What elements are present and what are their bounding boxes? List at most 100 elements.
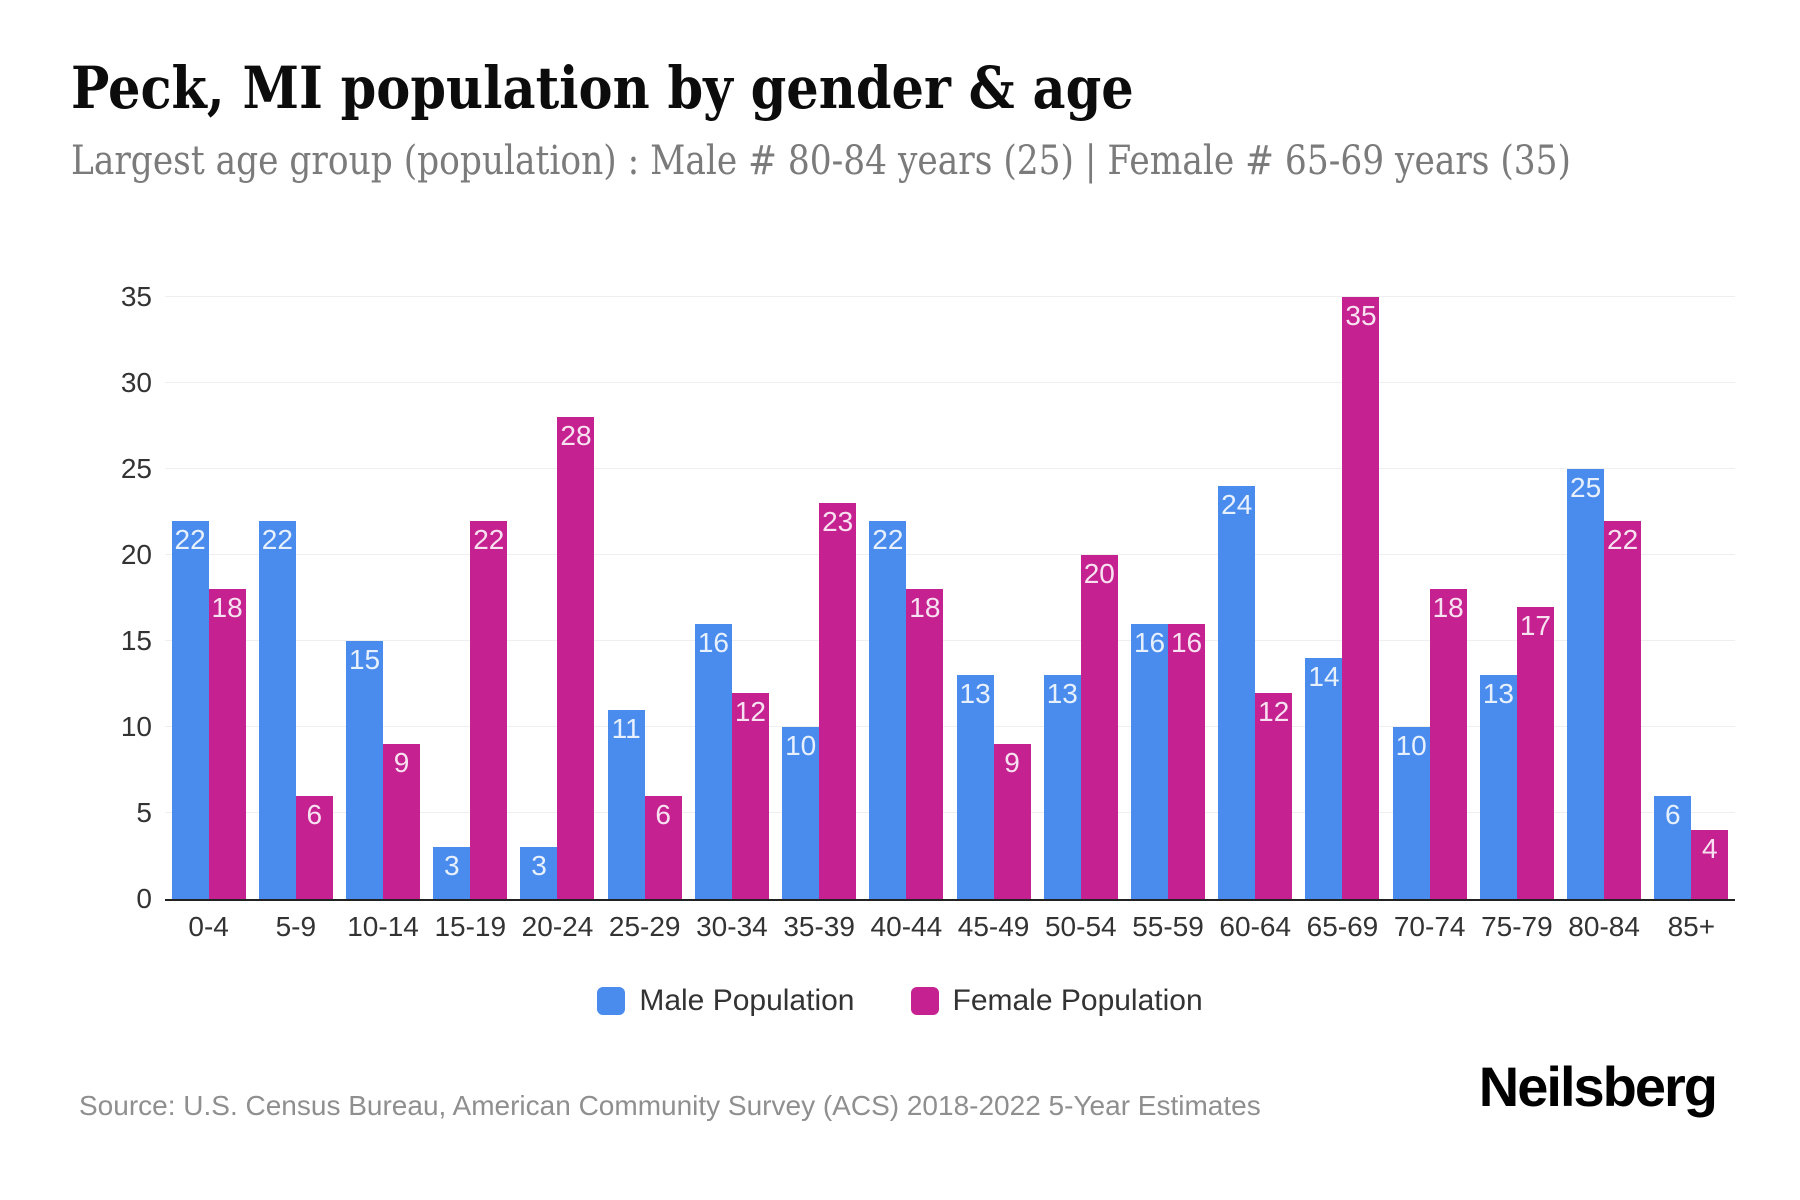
plot-area: 22 18 22 6 15 9 3 22 3 28 11 6 16 12 10 23 22 18 13 9 13 20 16… — [165, 296, 1735, 901]
bar-value-label: 23 — [822, 506, 854, 537]
bar-female-population-85-[interactable]: 4 — [1691, 830, 1729, 899]
x-axis-label-0-4: 0-4 — [188, 911, 229, 942]
y-axis-tick-10: 10 — [120, 711, 152, 742]
bar-group-50-54: 13 20 — [1037, 297, 1124, 899]
bar-group-30-34: 16 12 — [688, 297, 775, 899]
bar-female-population-70-74[interactable]: 18 — [1429, 589, 1467, 899]
bar-female-population-80-84[interactable]: 22 — [1604, 521, 1642, 899]
gridline-30 — [165, 382, 1735, 383]
bar-female-population-55-59[interactable]: 16 — [1168, 624, 1206, 899]
bar-value-label: 22 — [174, 524, 206, 555]
bar-value-label: 12 — [734, 696, 766, 727]
bar-male-population-85-[interactable]: 6 — [1654, 796, 1692, 899]
bar-female-population-20-24[interactable]: 28 — [557, 417, 595, 899]
bar-value-label: 6 — [306, 799, 323, 830]
bar-value-label: 28 — [560, 420, 592, 451]
bar-female-population-30-34[interactable]: 12 — [731, 693, 769, 899]
y-axis-tick-20: 20 — [120, 539, 152, 570]
bar-female-population-0-4[interactable]: 18 — [208, 589, 246, 899]
bar-male-population-10-14[interactable]: 15 — [346, 641, 384, 899]
bar-value-label: 13 — [959, 678, 991, 709]
y-axis-tick-35: 35 — [120, 281, 152, 312]
bar-male-population-0-4[interactable]: 22 — [171, 521, 209, 899]
bar-male-population-30-34[interactable]: 16 — [694, 624, 732, 899]
bar-value-label: 6 — [1665, 799, 1681, 830]
x-axis-label-40-44: 40-44 — [870, 911, 943, 942]
bar-male-population-70-74[interactable]: 10 — [1392, 727, 1430, 899]
bar-group-65-69: 14 35 — [1299, 297, 1386, 899]
bar-male-population-20-24[interactable]: 3 — [520, 847, 558, 899]
y-axis-tick-0: 0 — [136, 883, 152, 914]
bar-male-population-45-49[interactable]: 13 — [956, 675, 994, 899]
x-axis-label-80-84: 80-84 — [1568, 911, 1640, 942]
bar-value-label: 22 — [1607, 524, 1639, 555]
bar-value-label: 22 — [261, 524, 293, 555]
bars-container: 22 18 22 6 15 9 3 22 3 28 11 6 16 12 10 23 22 18 13 9 13 20 16… — [165, 297, 1735, 899]
bar-group-60-64: 24 12 — [1212, 297, 1299, 899]
x-axis-label-10-14: 10-14 — [347, 911, 419, 942]
bar-female-population-35-39[interactable]: 23 — [819, 503, 857, 899]
bar-group-25-29: 11 6 — [601, 297, 688, 899]
legend-swatch-female-population — [910, 987, 939, 1015]
bar-male-population-60-64[interactable]: 24 — [1218, 486, 1256, 899]
bar-value-label: 12 — [1258, 696, 1290, 727]
bar-female-population-45-49[interactable]: 9 — [993, 744, 1031, 899]
legend-item-male-population[interactable]: Male Population — [597, 984, 855, 1018]
bar-male-population-50-54[interactable]: 13 — [1043, 675, 1081, 899]
bar-male-population-65-69[interactable]: 14 — [1305, 658, 1343, 899]
x-axis: 0-4 5-9 10-14 15-19 20-24 25-29 30-34 35-39 40-4… — [165, 911, 1735, 943]
bar-female-population-65-69[interactable]: 35 — [1342, 297, 1380, 899]
bar-female-population-25-29[interactable]: 6 — [644, 796, 682, 899]
bar-male-population-15-19[interactable]: 3 — [433, 847, 471, 899]
bar-female-population-60-64[interactable]: 12 — [1255, 693, 1293, 899]
bar-male-population-5-9[interactable]: 22 — [258, 521, 296, 899]
bar-male-population-35-39[interactable]: 10 — [782, 727, 820, 899]
bar-group-35-39: 10 23 — [776, 297, 863, 899]
bar-group-15-19: 3 22 — [427, 297, 514, 899]
x-axis-label-5-9: 5-9 — [275, 911, 317, 942]
x-axis-label-30-34: 30-34 — [696, 911, 768, 942]
bar-group-80-84: 25 22 — [1561, 297, 1648, 899]
bar-value-label: 11 — [611, 713, 641, 744]
chart-subtitle: Largest age group (population) : Male # … — [71, 138, 1571, 184]
bar-value-label: 9 — [1004, 747, 1020, 778]
bar-value-label: 24 — [1221, 489, 1253, 520]
y-axis-tick-5: 5 — [136, 797, 152, 828]
bar-group-45-49: 13 9 — [950, 297, 1037, 899]
bar-female-population-40-44[interactable]: 18 — [906, 589, 944, 899]
bar-group-40-44: 22 18 — [863, 297, 950, 899]
bar-male-population-25-29[interactable]: 11 — [607, 710, 645, 899]
bar-value-label: 22 — [872, 524, 904, 555]
bar-value-label: 35 — [1345, 300, 1377, 331]
x-axis-label-60-64: 60-64 — [1219, 911, 1292, 942]
y-axis: 0 5 10 15 20 25 30 35 — [0, 283, 152, 913]
x-axis-label-20-24: 20-24 — [521, 911, 594, 942]
bar-female-population-10-14[interactable]: 9 — [383, 744, 421, 899]
bar-value-label: 3 — [443, 850, 460, 881]
bar-male-population-75-79[interactable]: 13 — [1479, 675, 1517, 899]
y-axis-tick-25: 25 — [120, 453, 152, 484]
bar-male-population-55-59[interactable]: 16 — [1131, 624, 1169, 899]
bar-female-population-75-79[interactable]: 17 — [1516, 607, 1554, 899]
bar-value-label: 22 — [473, 524, 505, 555]
bar-value-label: 25 — [1570, 472, 1602, 503]
y-axis-tick-30: 30 — [120, 367, 152, 398]
x-axis-label-15-19: 15-19 — [434, 911, 507, 942]
legend-item-female-population[interactable]: Female Population — [910, 984, 1203, 1018]
gridline-5 — [165, 812, 1735, 813]
bar-female-population-15-19[interactable]: 22 — [470, 521, 508, 899]
bar-value-label: 16 — [1133, 627, 1166, 658]
gridline-25 — [165, 468, 1735, 469]
bar-female-population-5-9[interactable]: 6 — [295, 796, 333, 899]
x-axis-label-75-79: 75-79 — [1481, 911, 1553, 942]
bar-female-population-50-54[interactable]: 20 — [1080, 555, 1118, 899]
bar-group-70-74: 10 18 — [1386, 297, 1473, 899]
bar-value-label: 3 — [531, 850, 547, 881]
bar-male-population-40-44[interactable]: 22 — [869, 521, 907, 899]
bar-male-population-80-84[interactable]: 25 — [1567, 469, 1605, 899]
bar-value-label: 17 — [1519, 610, 1551, 641]
legend-label: Male Population — [639, 984, 855, 1017]
bar-group-10-14: 15 9 — [339, 297, 426, 899]
